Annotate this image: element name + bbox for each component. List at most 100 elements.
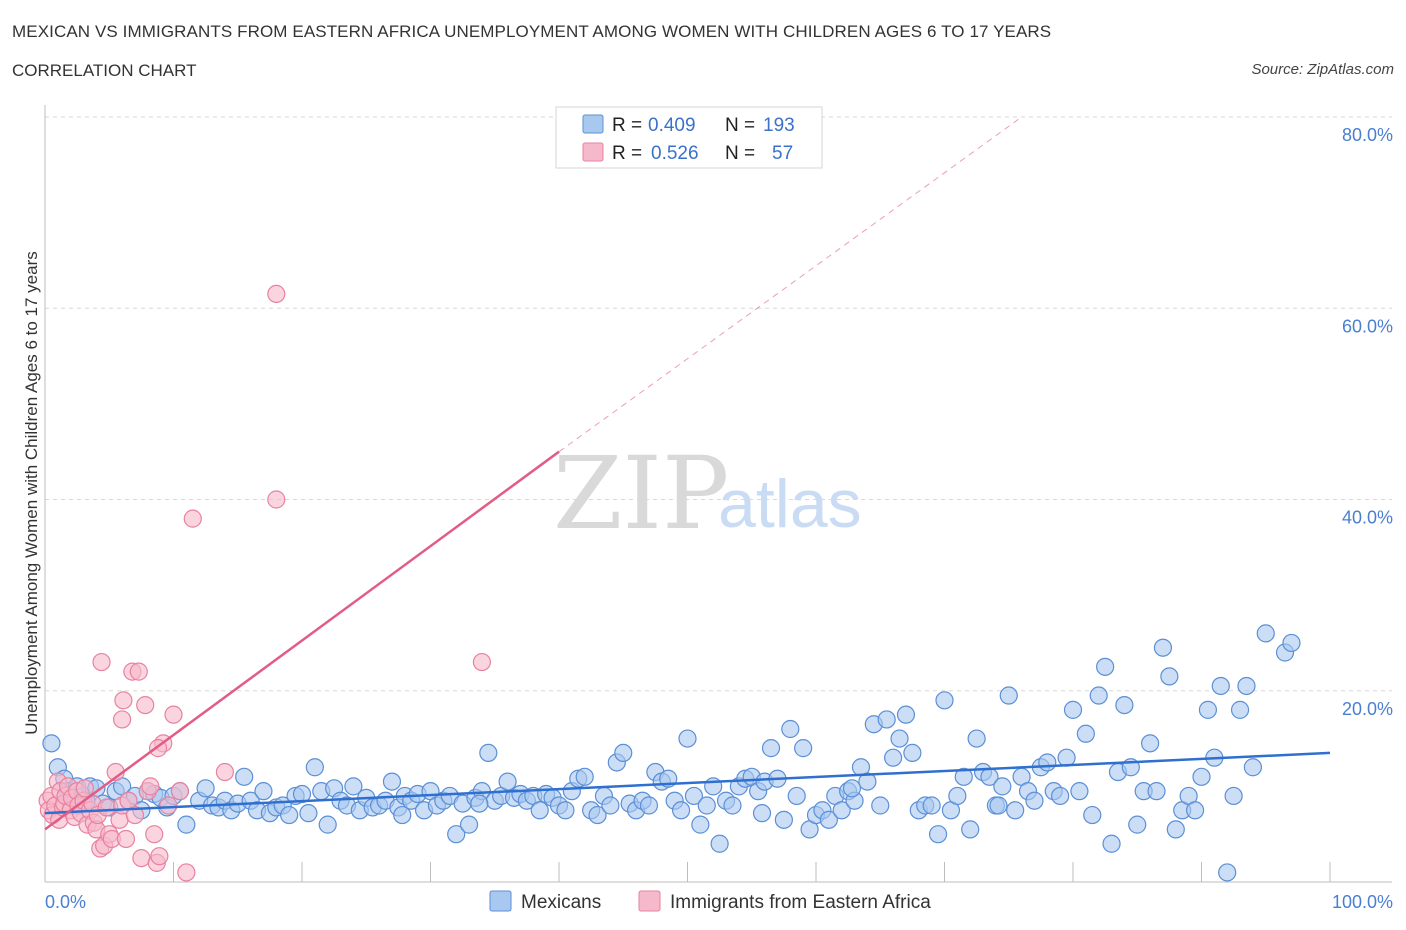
mexicans-point <box>1230 700 1250 719</box>
mexicans-point <box>684 786 704 806</box>
mexicans-point <box>459 815 479 834</box>
eastern-africa-point <box>215 762 234 782</box>
mexicans-point <box>671 801 691 820</box>
mexicans-point <box>678 729 697 748</box>
mexicans-point <box>1102 834 1121 853</box>
legend: Mexicans Immigrants from Eastern Africa <box>489 890 931 913</box>
mexicans-point <box>928 825 948 844</box>
eastern-africa-point <box>136 695 155 715</box>
eastern-africa-point <box>267 490 286 509</box>
stats-r-label: R = <box>612 143 642 164</box>
y-tick-label: 20.0% <box>1342 699 1393 719</box>
stats-r-label: R = <box>612 115 642 136</box>
mexicans-point <box>639 796 659 815</box>
mexicans-point <box>235 767 254 786</box>
mexicans-point <box>344 777 363 796</box>
mexicans-point <box>1076 724 1095 743</box>
watermark: ZIP atlas <box>553 435 862 552</box>
mexicans-point <box>382 772 402 791</box>
eastern-africa-trend-extension <box>558 116 1022 453</box>
eastern-africa-point <box>112 710 132 729</box>
stats-n-value: 193 <box>763 115 795 136</box>
mexicans-point <box>774 810 793 829</box>
mexicans-point <box>883 748 903 767</box>
watermark-zip: ZIP <box>553 435 729 552</box>
mexicans-point <box>832 801 851 820</box>
mexicans-point <box>1083 805 1102 825</box>
eastern-africa-point <box>177 863 196 882</box>
mexicans-point <box>1153 638 1173 657</box>
mexicans-point <box>1211 676 1230 696</box>
mexicans-point <box>1160 667 1179 686</box>
mexicans-point <box>1140 734 1160 753</box>
y-tick-label: 60.0% <box>1342 316 1393 336</box>
eastern-africa-point <box>164 705 183 724</box>
mexicans-point <box>819 810 838 829</box>
y-tick-labels: 20.0% 40.0% 60.0% 80.0% <box>1342 125 1393 719</box>
mexicans-point <box>710 834 729 853</box>
eastern-africa-point <box>92 652 111 672</box>
mexicans-point <box>393 805 412 825</box>
trend-lines <box>44 116 1331 831</box>
mexicans-point <box>961 820 980 839</box>
mexicans-point <box>447 825 466 844</box>
grid-lines <box>45 116 1392 692</box>
legend-label-mexicans: Mexicans <box>521 892 601 913</box>
legend-swatch-mexicans <box>489 890 512 912</box>
mexicans-point <box>989 796 1008 815</box>
mexicans-point <box>588 805 607 825</box>
mexicans-point <box>196 779 215 798</box>
mexicans-point <box>575 767 594 786</box>
mexicans-point <box>280 805 299 825</box>
mexicans-point <box>922 796 941 815</box>
mexicans-point <box>752 804 772 823</box>
stats-n-value: 57 <box>772 143 793 164</box>
legend-label-eastern-africa: Immigrants from Eastern Africa <box>670 892 931 913</box>
mexicans-point <box>723 796 742 815</box>
stats-r-value: 0.409 <box>648 115 696 136</box>
mexicans-point <box>1256 624 1275 643</box>
eastern-africa-point <box>132 848 151 868</box>
mexicans-point <box>842 779 862 798</box>
mexicans-point <box>42 734 61 753</box>
legend-swatch-eastern-africa <box>638 890 661 912</box>
mexicans-point <box>1237 676 1256 696</box>
eastern-africa-point <box>150 847 169 866</box>
eastern-africa-point <box>267 284 286 304</box>
stats-r-value: 0.526 <box>651 143 699 164</box>
mexicans-trend-line <box>44 751 1331 815</box>
mexicans-point <box>470 794 489 813</box>
mexicans-point <box>967 729 986 748</box>
mexicans-point <box>697 796 716 815</box>
mexicans-point <box>498 772 517 791</box>
mexicans-point <box>999 686 1018 705</box>
mexicans-point <box>794 739 813 758</box>
chart-title: MEXICAN VS IMMIGRANTS FROM EASTERN AFRIC… <box>12 22 1052 41</box>
stats-swatch-eastern-africa <box>582 142 604 162</box>
mexicans-point <box>1070 782 1089 801</box>
mexicans-point <box>1115 695 1134 715</box>
stats-box: R = 0.409 N = 193 R = 0.526 N = 57 <box>555 106 823 169</box>
stats-swatch-mexicans <box>582 114 604 134</box>
mexicans-point <box>305 758 324 777</box>
mexicans-point <box>177 815 196 834</box>
mexicans-point <box>601 796 620 815</box>
mexicans-point <box>1128 815 1147 834</box>
watermark-atlas: atlas <box>718 466 862 542</box>
mexicans-point <box>1243 758 1263 777</box>
mexicans-point <box>871 796 890 815</box>
source-credit: Source: ZipAtlas.com <box>1251 61 1394 78</box>
mexicans-point <box>1192 767 1211 786</box>
mexicans-point <box>1038 753 1057 772</box>
mexicans-point <box>1051 786 1070 806</box>
y-tick-label: 80.0% <box>1342 125 1393 145</box>
mexicans-point <box>1063 700 1083 719</box>
mexicans-point <box>890 729 909 748</box>
axes <box>44 105 1392 883</box>
mexicans-point <box>1147 782 1166 801</box>
mexicans-point <box>1166 820 1185 839</box>
eastern-africa-point <box>125 805 145 825</box>
mexicans-point <box>614 743 633 763</box>
mexicans-point <box>1006 801 1025 820</box>
